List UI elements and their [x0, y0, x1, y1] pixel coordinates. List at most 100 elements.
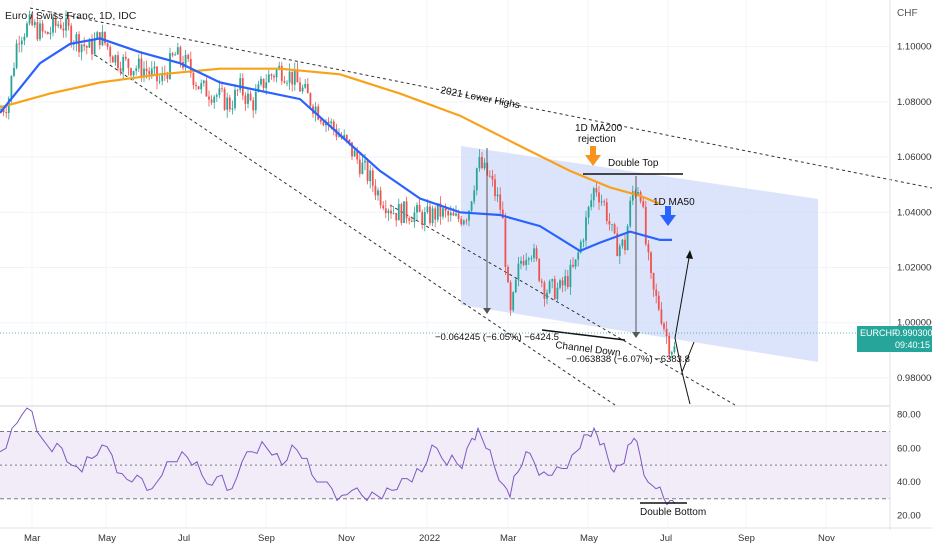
candle-body [642, 201, 645, 207]
channel-down-pointer [541, 329, 626, 341]
candle-body [613, 224, 616, 234]
candle-body [369, 170, 372, 182]
candle-body [478, 157, 481, 169]
measure-2-arrowhead [632, 332, 640, 338]
measure-1-label: −0.064245 (−6.05%) −6424.5 [435, 332, 559, 343]
candle-body [546, 292, 548, 299]
candle-body [249, 93, 252, 101]
measure-2-label: −0.063838 (−6.07%) −6383.8 [566, 354, 690, 365]
candle-body [444, 208, 447, 211]
candle-body [62, 28, 65, 31]
candle-body [429, 206, 431, 224]
candle-body [33, 22, 36, 26]
candle-body [665, 328, 668, 336]
ma200-label-line2: rejection [578, 134, 616, 145]
candle-body [257, 84, 260, 92]
candle-body [442, 208, 444, 217]
candle-body [673, 346, 676, 353]
candle-body [577, 252, 580, 260]
candle-body [137, 58, 140, 69]
candle-body [296, 69, 299, 83]
candle-body [85, 46, 88, 48]
candle-body [351, 142, 353, 157]
candle-body [41, 23, 44, 32]
candle-body [0, 109, 2, 111]
candle-body [104, 31, 106, 44]
time-axis[interactable]: Mar May Jul Sep Nov 2022 Mar May Jul Sep Nov [24, 533, 835, 544]
candle-body [270, 74, 273, 76]
candle-body [663, 323, 665, 329]
candle-body [2, 109, 5, 113]
candle-body [509, 282, 512, 311]
candle-body [566, 276, 569, 287]
candle-body [239, 78, 242, 91]
candle-body [377, 190, 379, 196]
candle-body [616, 233, 619, 257]
candle-body [655, 289, 658, 296]
candle-body [634, 191, 637, 196]
candle-body [410, 220, 413, 222]
candle-body [611, 224, 613, 226]
measure-1-arrowhead [483, 308, 491, 314]
candle-body [582, 240, 585, 242]
time-tick-label: Sep [258, 533, 275, 544]
candle-body [462, 220, 465, 225]
candle-body [418, 204, 421, 213]
candle-body [124, 56, 127, 59]
last-price-tag[interactable]: EURCHF 0.990300 09:40:15 [857, 326, 932, 352]
candle-body [572, 264, 574, 267]
candle-body [189, 59, 192, 73]
candle-body [135, 68, 138, 71]
candle-body [218, 88, 221, 96]
projection-path-1 [674, 251, 691, 339]
rsi-axis[interactable]: 80.00 60.00 40.00 20.00 [897, 410, 921, 522]
candle-body [483, 162, 486, 168]
candle-body [416, 204, 418, 213]
candle-body [496, 194, 499, 197]
candle-body [564, 276, 567, 286]
candle-body [275, 69, 278, 78]
candle-body [283, 81, 286, 83]
symbol-title: Euro / Swiss Franc, 1D, IDC [5, 10, 137, 22]
candle-body [286, 82, 288, 84]
candle-body [390, 210, 392, 214]
candle-body [23, 36, 26, 41]
time-tick-label: May [98, 533, 116, 544]
candle-body [592, 188, 595, 201]
candle-body [631, 191, 634, 201]
candle-body [629, 200, 632, 227]
candle-body [452, 212, 455, 216]
time-tick-label: Jul [178, 533, 190, 544]
candle-body [18, 43, 21, 45]
candle-body [382, 205, 385, 209]
rsi-tick-label: 60.00 [897, 443, 921, 454]
candle-body [538, 259, 541, 281]
candle-body [585, 217, 587, 241]
candle-body [512, 292, 515, 311]
rsi-line [0, 407, 676, 506]
time-tick-label: Nov [818, 533, 835, 544]
double-bottom-label: Double Bottom [640, 507, 706, 518]
price-axis[interactable]: 1.100000 1.080000 1.060000 1.040000 1.020000… [897, 42, 932, 384]
candle-body [171, 53, 174, 56]
candle-body [603, 201, 606, 203]
candle-body [587, 207, 590, 218]
ma200-label-line1: 1D MA200 [575, 123, 623, 134]
candle-body [330, 121, 333, 124]
candle-body [423, 212, 426, 225]
rsi-tick-label: 40.00 [897, 477, 921, 488]
candle-body [145, 68, 148, 72]
channel-lower-trendline-2 [389, 204, 736, 406]
time-tick-label: Nov [338, 533, 355, 544]
candle-body [327, 121, 330, 124]
candle-body [28, 14, 31, 24]
candle-body [148, 71, 151, 75]
candle-body [501, 209, 504, 219]
candle-body [384, 208, 387, 214]
double-top-label: Double Top [608, 158, 659, 169]
candle-body [473, 190, 476, 202]
candle-body [109, 47, 112, 57]
candle-body [301, 87, 304, 92]
